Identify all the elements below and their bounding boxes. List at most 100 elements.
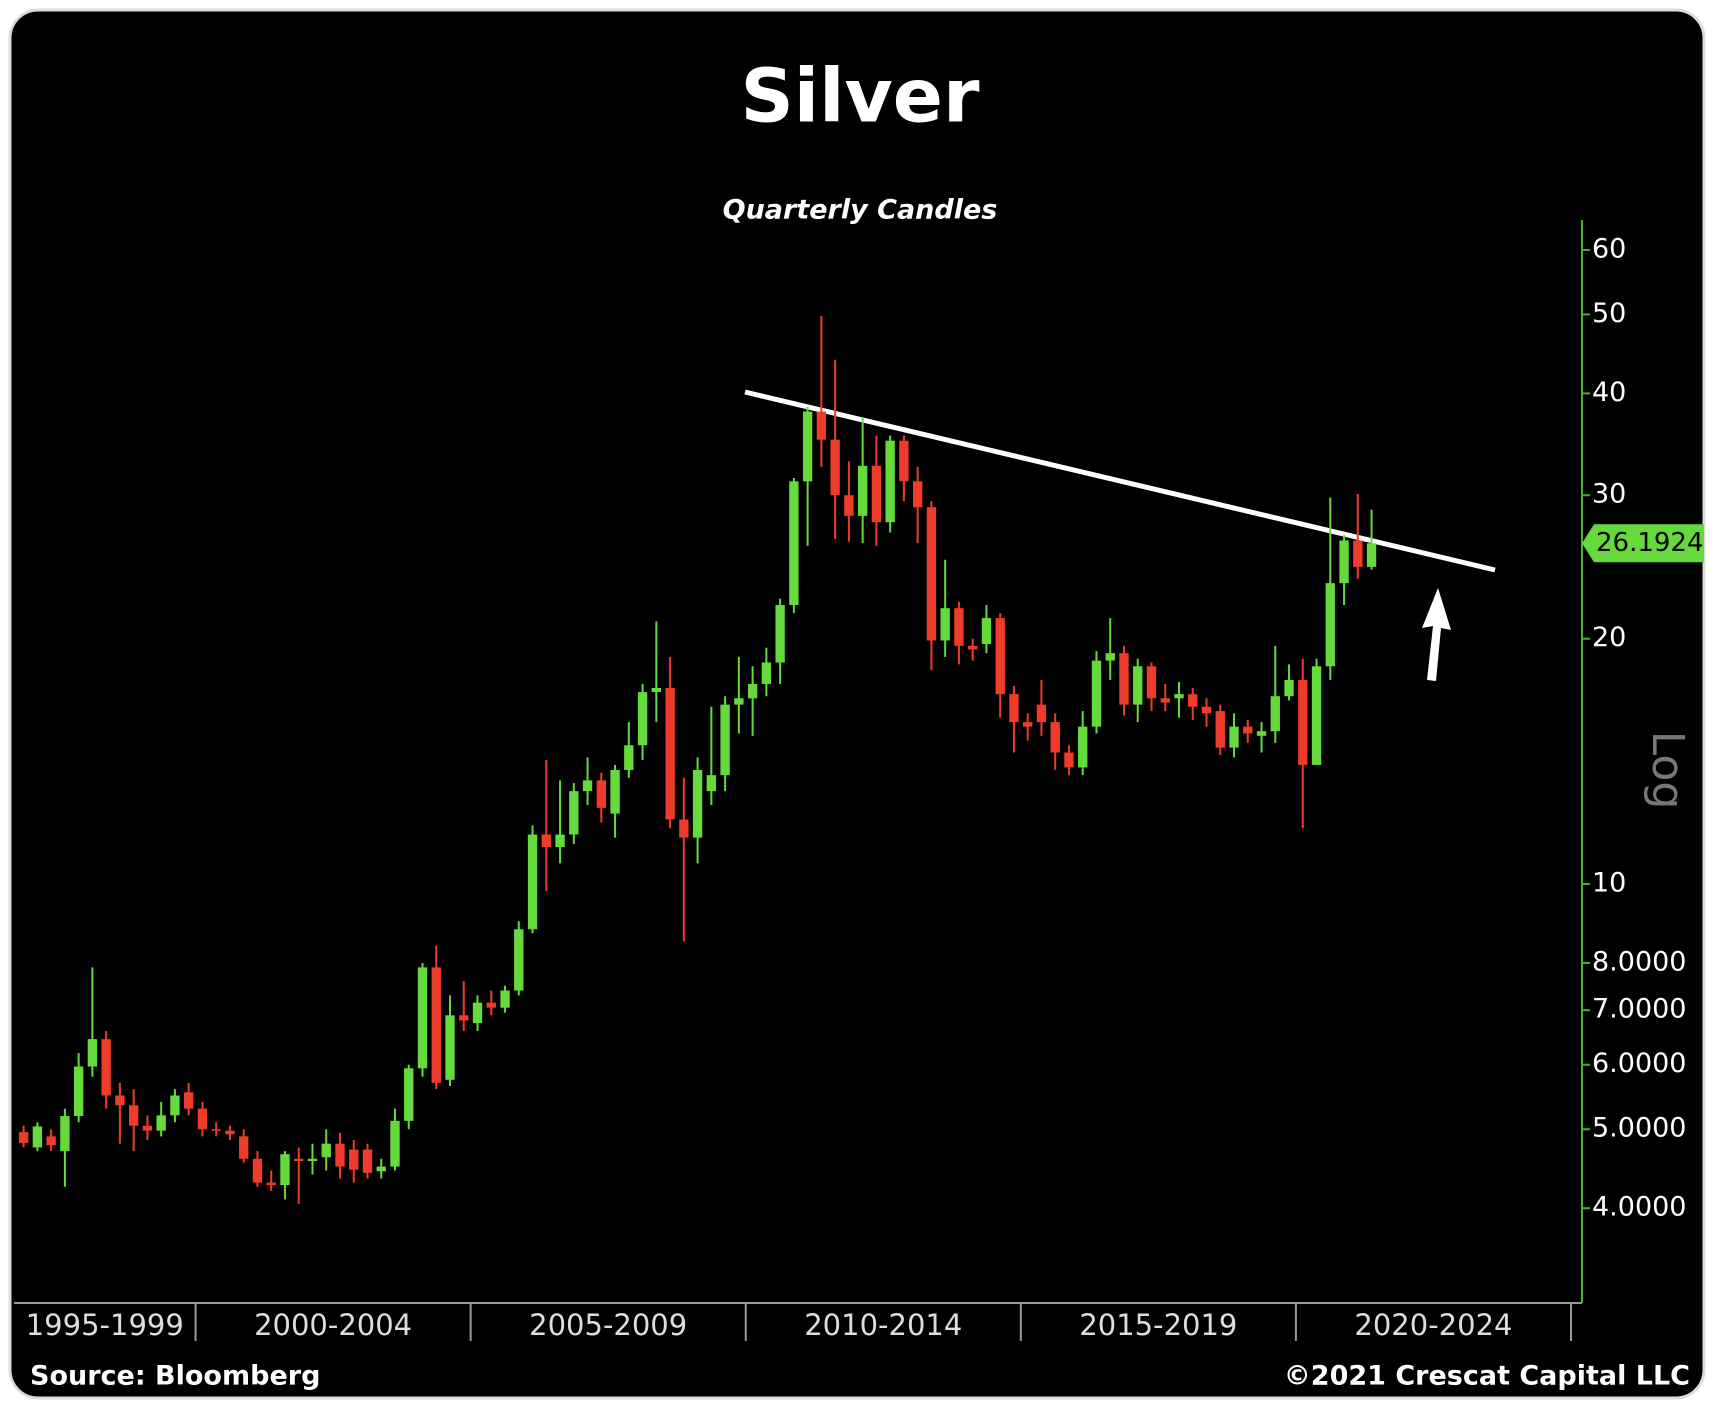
candle-body: [32, 1126, 43, 1148]
x-period-label: 2020-2024: [1354, 1308, 1512, 1342]
candle-body: [981, 618, 992, 645]
y-tick-label: 20: [1592, 622, 1626, 653]
candle-body: [142, 1125, 153, 1131]
candle-body: [610, 770, 620, 814]
candle-body: [472, 1002, 483, 1024]
candle-body: [995, 618, 1005, 695]
x-period-label: 2005-2009: [529, 1308, 687, 1342]
candle-body: [1298, 679, 1308, 765]
candle-body: [514, 929, 524, 991]
candle-body: [596, 780, 606, 808]
candle-body: [170, 1095, 180, 1116]
candle-body: [624, 745, 634, 771]
candle-body: [885, 440, 895, 523]
candle-body: [1201, 706, 1212, 714]
candle-body: [1366, 543, 1377, 567]
candle-body: [18, 1132, 29, 1143]
candle-body: [239, 1136, 249, 1159]
candle-body: [349, 1149, 359, 1170]
candle-body: [734, 698, 744, 705]
candle-body: [1339, 540, 1349, 584]
candle-body: [1188, 694, 1198, 707]
y-tick-label: 60: [1592, 233, 1626, 264]
candle-body: [225, 1130, 235, 1135]
y-axis-label: Log: [1642, 731, 1693, 810]
candle-body: [1215, 711, 1225, 748]
y-tick-label: 4.0000: [1592, 1192, 1686, 1223]
candle-body: [266, 1182, 276, 1186]
candle-body: [459, 1015, 469, 1021]
candle-body: [46, 1136, 56, 1146]
candle-body: [335, 1143, 345, 1167]
candle-body: [101, 1039, 111, 1096]
candle-body: [954, 608, 964, 646]
candle-body: [582, 780, 593, 792]
candle-body: [211, 1129, 221, 1131]
candle-body: [665, 687, 675, 820]
candle-body: [362, 1149, 373, 1173]
candle-body: [1133, 666, 1143, 705]
candle-body: [761, 662, 772, 684]
candle-body: [500, 990, 510, 1008]
candle-body: [1009, 694, 1019, 723]
trend-line: [744, 389, 1496, 573]
candle-body: [1256, 731, 1267, 736]
candle-body: [1146, 666, 1157, 699]
candle-body: [940, 608, 950, 641]
candle-body: [679, 819, 689, 838]
candle-body: [1353, 540, 1363, 567]
candle-body: [376, 1166, 386, 1172]
candle-body: [857, 465, 868, 516]
candle-body: [1105, 653, 1115, 661]
candle-body: [747, 683, 758, 699]
candle-body: [912, 481, 923, 508]
candle-body: [1036, 704, 1047, 723]
candle-body: [156, 1115, 166, 1131]
chart-title: Silver: [741, 54, 980, 140]
y-tick-label: 50: [1592, 298, 1626, 329]
y-tick-label: 8.0000: [1592, 946, 1686, 977]
candle-body: [307, 1158, 318, 1162]
candle-body: [1050, 722, 1060, 753]
candle-body: [830, 439, 840, 496]
candle-body: [1160, 698, 1170, 703]
x-period-label: 2010-2014: [804, 1308, 962, 1342]
candle-body: [1119, 653, 1129, 705]
candle-body: [1064, 752, 1074, 768]
candle-body: [115, 1095, 125, 1106]
y-tick-label: 7.0000: [1592, 994, 1686, 1025]
y-tick-label: 10: [1592, 867, 1626, 898]
candle-body: [871, 465, 882, 523]
candle-body: [73, 1066, 84, 1117]
last-price-label: 26.1924: [1596, 528, 1704, 558]
candle-body: [1270, 696, 1280, 732]
candle-body: [321, 1143, 331, 1158]
candle-body: [802, 411, 813, 482]
candle-body: [1229, 726, 1239, 748]
x-period-label: 2000-2004: [254, 1308, 412, 1342]
candle-body: [1284, 679, 1294, 697]
candle-body: [692, 770, 703, 838]
candle-body: [60, 1116, 70, 1152]
candle-body: [197, 1108, 208, 1130]
copyright: ©2021 Crescat Capital LLC: [1284, 1361, 1690, 1392]
candle-body: [541, 834, 551, 848]
candle-body: [404, 1068, 414, 1121]
candle-body: [294, 1158, 304, 1162]
candle-body: [1311, 666, 1322, 765]
x-period-label: 2015-2019: [1079, 1308, 1237, 1342]
candle-body: [87, 1039, 98, 1067]
y-tick-label: 5.0000: [1592, 1113, 1686, 1144]
candle-body: [431, 967, 441, 1083]
candle-body: [899, 440, 909, 482]
candle-body: [968, 645, 978, 650]
candle-body: [926, 507, 937, 641]
candle-body: [1091, 660, 1102, 727]
arrow: [1422, 588, 1451, 681]
candle-body: [637, 692, 648, 746]
candle-body: [569, 791, 579, 835]
candle-body: [1174, 694, 1184, 699]
candle-body: [128, 1105, 139, 1126]
candle-body: [844, 495, 854, 516]
